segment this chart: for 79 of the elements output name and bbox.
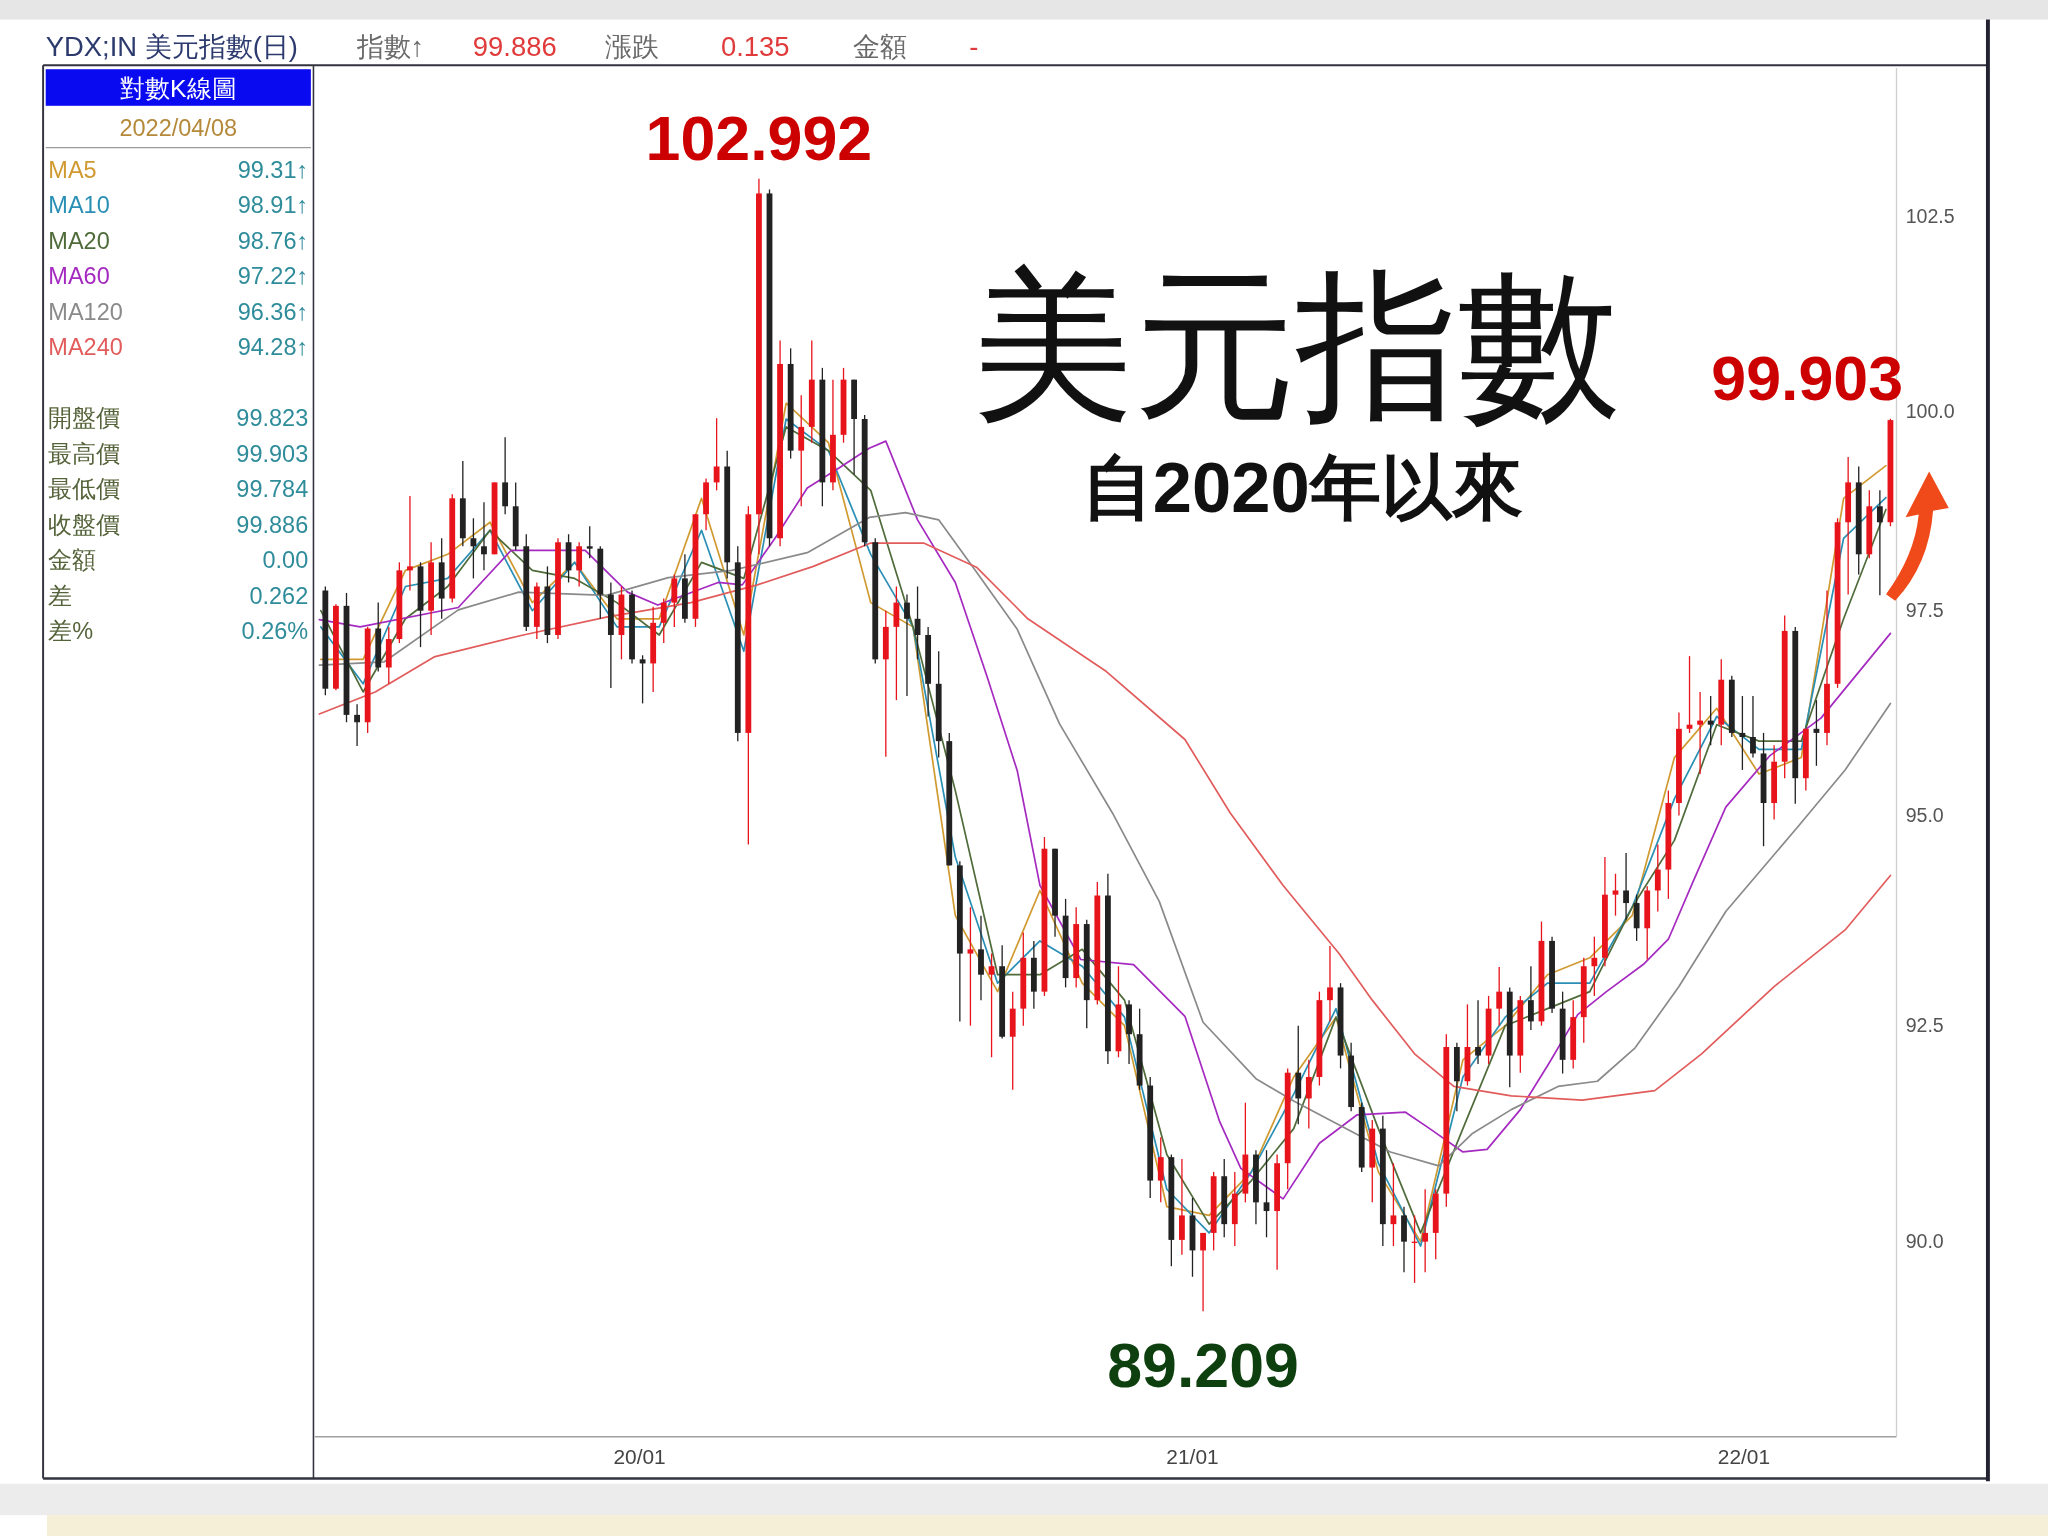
text: 0.262 bbox=[249, 582, 309, 609]
text: 96.36↑ bbox=[237, 298, 309, 325]
candlestick bbox=[354, 703, 360, 747]
text: 99.903 bbox=[236, 440, 309, 467]
text: MA120 bbox=[48, 298, 123, 325]
text: 98.91↑ bbox=[237, 192, 309, 219]
text: 0.26% bbox=[241, 618, 309, 645]
annotation: 102.992 bbox=[645, 103, 873, 174]
x-tick-label: 22/01 bbox=[1717, 1445, 1771, 1469]
text: MA5 bbox=[48, 156, 97, 183]
candlestick bbox=[988, 952, 995, 1058]
text: MA60 bbox=[48, 263, 110, 290]
candlestick bbox=[660, 597, 667, 644]
text: 99.784 bbox=[236, 476, 309, 503]
text: 金額 bbox=[48, 547, 97, 574]
candlestick bbox=[470, 517, 477, 580]
y-tick-label: 90.0 bbox=[1905, 1230, 1944, 1253]
candlestick bbox=[481, 501, 487, 572]
candlestick bbox=[1750, 695, 1756, 759]
text: MA10 bbox=[48, 192, 110, 219]
candlestick bbox=[1876, 489, 1883, 597]
text: 99.823 bbox=[236, 405, 309, 432]
text: 99.886 bbox=[236, 511, 309, 538]
candlestick bbox=[967, 906, 974, 1027]
candlestick bbox=[1200, 1232, 1206, 1312]
candlestick bbox=[1527, 965, 1534, 1031]
candlestick bbox=[1422, 1188, 1429, 1274]
text: 漲跌 bbox=[604, 31, 659, 63]
text: 最高價 bbox=[48, 440, 121, 467]
candlestick bbox=[1157, 1136, 1164, 1203]
text: 差% bbox=[48, 618, 94, 645]
candlestick bbox=[639, 654, 646, 705]
text: 97.22↑ bbox=[237, 263, 309, 290]
text: 自2020年以來 bbox=[1081, 448, 1523, 527]
text: 94.28↑ bbox=[237, 334, 309, 361]
text: - bbox=[969, 31, 979, 63]
text: 美元指數 bbox=[971, 255, 1620, 437]
candlestick bbox=[798, 394, 805, 507]
candlestick bbox=[1654, 843, 1661, 913]
text: MA240 bbox=[48, 334, 123, 361]
text: 收盤價 bbox=[48, 511, 121, 538]
candlestick bbox=[502, 436, 509, 515]
text: MA20 bbox=[48, 227, 110, 254]
text: 98.76↑ bbox=[237, 227, 309, 254]
y-tick-label: 102.5 bbox=[1905, 205, 1955, 227]
text: 99.31↑ bbox=[237, 156, 309, 183]
candlestick bbox=[1305, 1059, 1312, 1130]
annotation: 89.209 bbox=[1107, 1329, 1299, 1400]
x-tick-label: 21/01 bbox=[1166, 1445, 1219, 1469]
y-tick-label: 100.0 bbox=[1905, 399, 1955, 422]
annotation: 99.903 bbox=[1711, 343, 1904, 414]
candlestick bbox=[1612, 873, 1619, 917]
candlestick bbox=[1496, 966, 1503, 1027]
text: 0.00 bbox=[262, 547, 309, 574]
candlestick bbox=[1739, 695, 1746, 771]
x-tick-label: 20/01 bbox=[613, 1445, 666, 1469]
y-tick-label: 97.5 bbox=[1905, 599, 1944, 622]
candlestick bbox=[1327, 945, 1333, 1023]
text: 對數K線圖 bbox=[120, 74, 237, 102]
text: 99.886 bbox=[472, 31, 557, 63]
text: 金額 bbox=[852, 31, 907, 63]
text: 開盤價 bbox=[48, 405, 121, 432]
candlestick bbox=[1707, 695, 1714, 746]
candlestick bbox=[1623, 852, 1629, 921]
text: 0.135 bbox=[720, 31, 790, 63]
candlestick bbox=[1475, 999, 1481, 1065]
candlestick bbox=[1591, 936, 1598, 997]
candlestick bbox=[1697, 691, 1703, 775]
candlestick bbox=[407, 495, 413, 592]
candlestick bbox=[713, 417, 720, 491]
text: 2022/04/08 bbox=[119, 114, 238, 141]
y-tick-label: 92.5 bbox=[1905, 1014, 1944, 1037]
text: 最低價 bbox=[48, 476, 121, 503]
candlestick bbox=[904, 593, 910, 697]
candlestick bbox=[586, 525, 593, 559]
y-tick-label: 95.0 bbox=[1905, 803, 1944, 826]
text: YDX;IN 美元指數(日) bbox=[45, 31, 298, 63]
text: 差 bbox=[48, 582, 73, 609]
text: 指數↑ bbox=[355, 31, 425, 63]
